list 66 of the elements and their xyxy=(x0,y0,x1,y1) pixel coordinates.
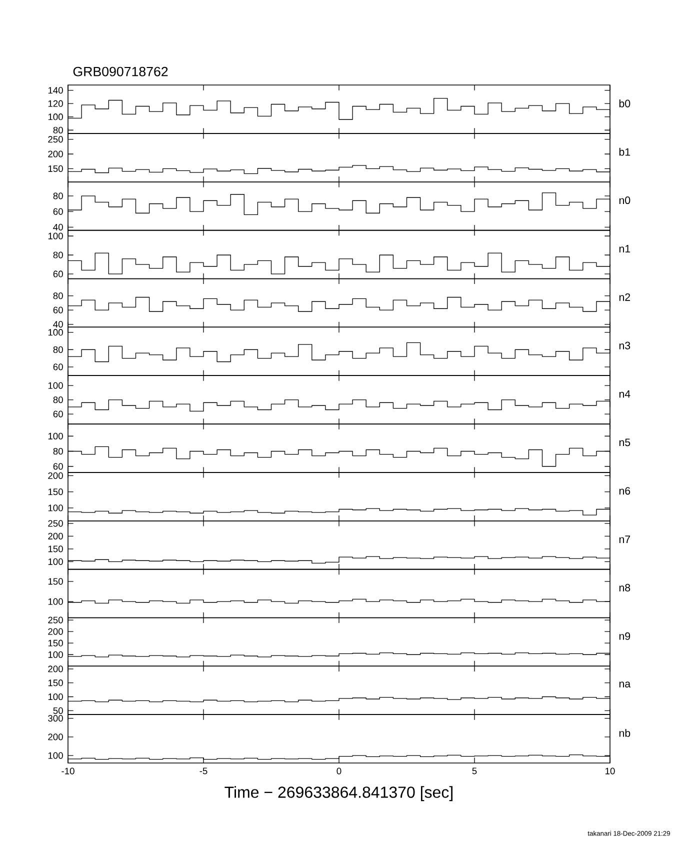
legend-label: n8 xyxy=(619,584,630,592)
y-tick-label: 100 xyxy=(48,114,63,120)
y-tick-label: 80 xyxy=(53,448,63,455)
y-tick-label: 150 xyxy=(48,640,63,646)
y-tick-label: 140 xyxy=(48,87,63,94)
y-tick-label: 80 xyxy=(53,252,63,258)
x-tick-label: 0 xyxy=(336,768,342,774)
y-tick-label: 300 xyxy=(48,715,63,722)
legend-label: n2 xyxy=(619,293,630,301)
legend-label: b0 xyxy=(619,99,630,108)
legend-label: b1 xyxy=(619,148,630,156)
legend-label: n5 xyxy=(619,438,630,446)
x-tick-label: 10 xyxy=(606,768,615,774)
y-tick-label: 250 xyxy=(48,520,63,527)
y-tick-label: 80 xyxy=(53,396,63,404)
x-tick-label: 5 xyxy=(472,768,477,774)
y-tick-label: 120 xyxy=(48,100,63,107)
legend-label: n1 xyxy=(619,245,630,252)
y-tick-label: 100 xyxy=(48,598,63,605)
x-tick-label: -5 xyxy=(200,768,208,774)
y-tick-label: 150 xyxy=(48,488,63,496)
y-tick-label: 50 xyxy=(53,707,63,714)
y-tick-label: 60 xyxy=(53,463,63,470)
legend-label: n9 xyxy=(619,632,630,640)
legend-label: nb xyxy=(619,729,630,737)
y-tick-label: 80 xyxy=(53,346,63,353)
y-tick-label: 150 xyxy=(48,578,63,585)
y-tick-label: 80 xyxy=(53,192,63,200)
y-tick-label: 80 xyxy=(53,292,63,300)
y-tick-label: 60 xyxy=(53,364,63,370)
y-tick-label: 200 xyxy=(48,150,63,158)
y-tick-label: 150 xyxy=(48,680,63,686)
y-tick-label: 250 xyxy=(48,136,63,143)
y-tick-label: 40 xyxy=(53,321,63,328)
y-tick-label: 150 xyxy=(48,165,63,172)
y-tick-label: 100 xyxy=(48,693,63,700)
y-tick-label: 100 xyxy=(48,232,63,240)
y-tick-label: 100 xyxy=(48,558,63,565)
y-tick-label: 250 xyxy=(48,616,63,624)
y-tick-label: 150 xyxy=(48,546,63,552)
y-tick-label: 60 xyxy=(53,270,63,278)
y-tick-label: 200 xyxy=(48,532,63,540)
legend-label: n3 xyxy=(619,342,630,350)
y-tick-label: 60 xyxy=(53,208,63,215)
y-tick-label: 80 xyxy=(53,126,63,134)
y-tick-label: 60 xyxy=(53,410,63,418)
y-tick-label: 100 xyxy=(48,651,63,658)
chart-title: GRB090718762 xyxy=(73,66,168,76)
y-tick-label: 100 xyxy=(48,504,63,512)
legend-label: n4 xyxy=(619,390,630,398)
x-tick-label: -10 xyxy=(62,768,74,774)
legend-label: na xyxy=(619,682,631,688)
y-tick-label: 200 xyxy=(48,628,63,635)
y-tick-label: 200 xyxy=(48,734,63,740)
y-tick-label: 100 xyxy=(48,432,63,440)
x-axis-title: Time − 269633864.841370 [sec] xyxy=(224,786,452,802)
y-tick-label: 100 xyxy=(48,329,63,336)
y-tick-label: 100 xyxy=(48,752,63,759)
y-tick-label: 200 xyxy=(48,472,63,479)
y-tick-label: 40 xyxy=(53,224,63,230)
y-tick-label: 60 xyxy=(53,306,63,314)
y-tick-label: 200 xyxy=(48,666,63,672)
legend-label: n7 xyxy=(619,536,630,543)
legend-label: n0 xyxy=(619,196,630,204)
legend-label: n6 xyxy=(619,487,630,495)
y-tick-label: 100 xyxy=(48,382,63,389)
